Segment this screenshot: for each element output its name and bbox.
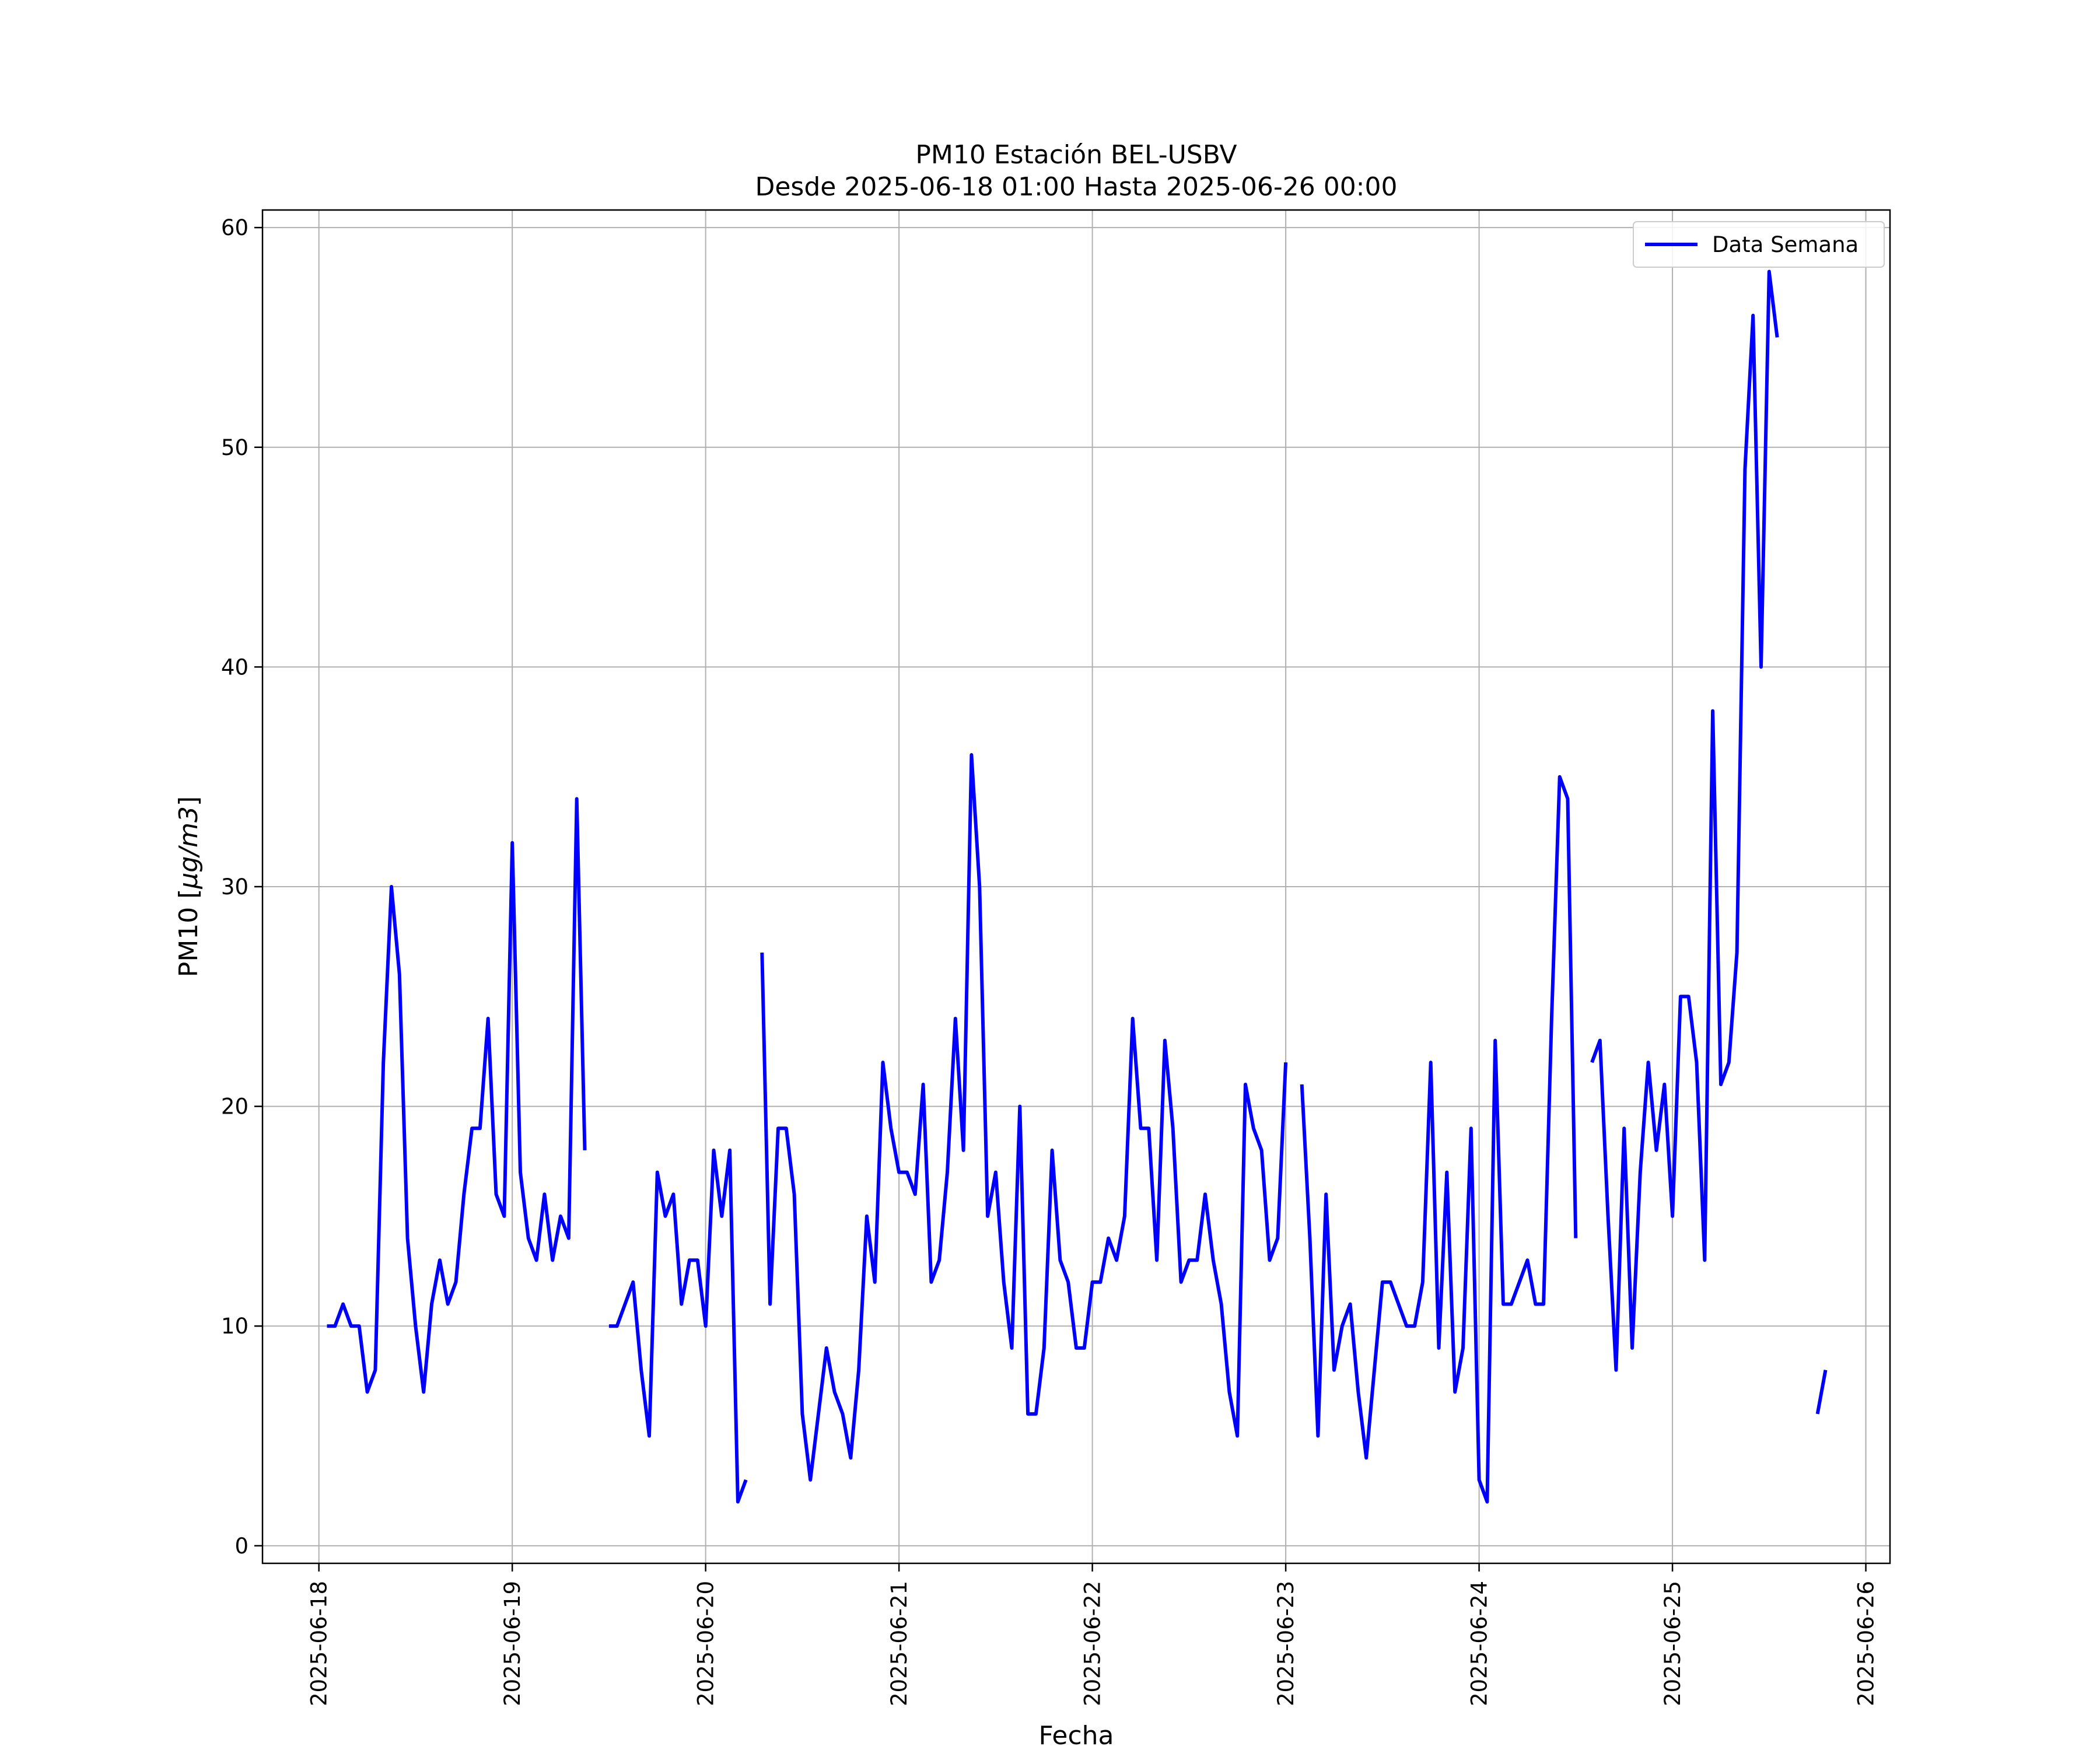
series-line-segment	[1590, 270, 1779, 1372]
y-axis-label: PM10 [μg/m3]	[174, 796, 204, 977]
series-line-segment	[1300, 775, 1578, 1504]
y-tick-label: 10	[221, 1314, 249, 1339]
y-tick-label: 20	[221, 1094, 249, 1119]
y-axis-label-unit: μg/m3	[174, 806, 204, 890]
x-tick-label: 2025-06-22	[1080, 1581, 1105, 1706]
y-axis-label-prefix: PM10 [	[174, 889, 204, 978]
y-tick-label: 60	[221, 215, 249, 240]
series-line-segment	[327, 797, 587, 1394]
x-axis: 2025-06-18 2025-06-19 2025-06-20 2025-06-21…	[307, 1563, 1879, 1706]
y-axis: 0 10 20 30 40 50 60	[221, 215, 262, 1559]
y-tick-label: 50	[221, 435, 249, 460]
series-line-segment	[760, 753, 1288, 1482]
x-tick-label: 2025-06-20	[694, 1581, 719, 1706]
x-axis-label: Fecha	[1038, 1721, 1114, 1750]
y-tick-label: 40	[221, 654, 249, 680]
x-tick-label: 2025-06-19	[500, 1581, 525, 1706]
chart-subtitle: Desde 2025-06-18 01:00 Hasta 2025-06-26 …	[755, 172, 1397, 202]
x-tick-label: 2025-06-24	[1467, 1581, 1492, 1706]
series-line-segment	[608, 1148, 748, 1504]
x-tick-label: 2025-06-26	[1854, 1581, 1879, 1706]
legend: Data Semana	[1633, 221, 1885, 268]
y-axis-label-suffix: ]	[174, 796, 204, 806]
y-tick-label: 30	[221, 874, 249, 900]
chart-title: PM10 Estación BEL-USBV	[915, 140, 1237, 170]
x-tick-label: 2025-06-25	[1660, 1581, 1685, 1706]
x-tick-label: 2025-06-21	[887, 1581, 912, 1706]
series-line-segment	[1815, 1370, 1828, 1415]
legend-box	[1633, 221, 1885, 268]
x-tick-label: 2025-06-18	[307, 1581, 332, 1706]
y-tick-label: 0	[235, 1534, 249, 1559]
x-tick-label: 2025-06-23	[1273, 1581, 1298, 1706]
legend-entry-data-semana: Data Semana	[1712, 232, 1859, 257]
series-layer	[327, 270, 1828, 1504]
